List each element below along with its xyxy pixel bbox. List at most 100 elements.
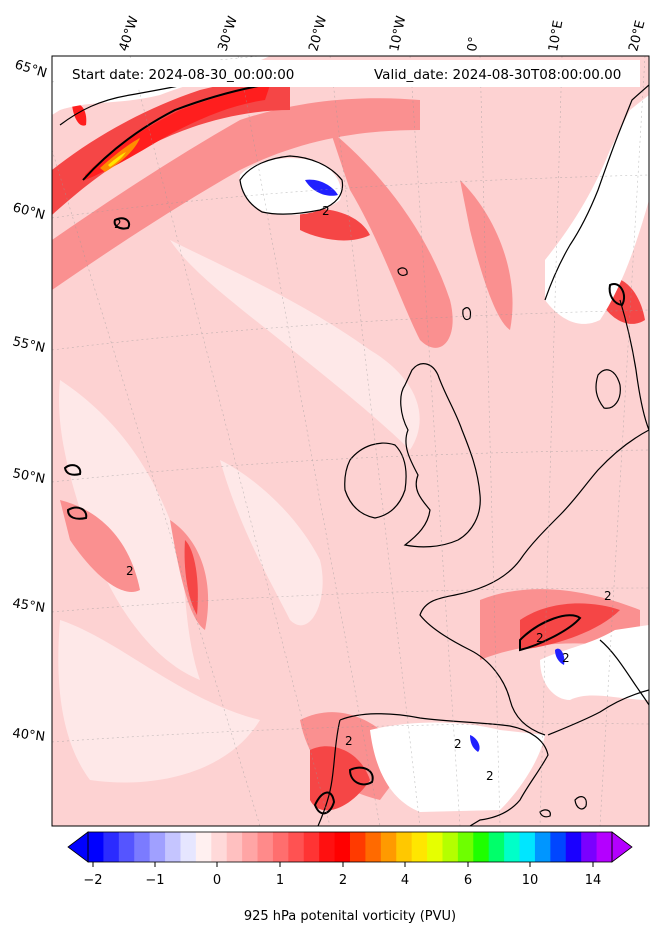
parallel-line [52,174,649,219]
pv-2-contour [313,791,336,815]
colorbar-cell [350,832,366,862]
lon-label: 40°W [117,14,142,53]
colorbar-cell [257,832,274,862]
meridian-line [237,56,381,826]
graticule [52,56,649,826]
coast-iceland [239,155,344,215]
colorbar-cell [534,832,551,862]
meridian-line [479,56,501,826]
colorbar-cell [88,832,104,862]
contour-label: 2 [536,631,544,645]
map-panel: 2 2 2 2 2 2 2 2 2 [52,56,649,826]
contour-label: 2 [345,734,353,748]
lat-label: 65°N [13,57,49,81]
contour-label: 2 [604,589,612,603]
pv-2-contour [519,614,582,652]
colorbar-label: 925 hPa potenital vorticity (PVU) [244,909,456,924]
colorbar-cell [457,832,474,862]
land-alps [540,625,649,700]
colorbar-cell [195,832,212,862]
colorbar-cell [103,832,120,862]
colorbar-cell [242,832,259,862]
coast-shetland [462,307,472,321]
colorbar-cell [211,832,228,862]
lat-label: 45°N [11,596,46,616]
lon-label: 20°E [626,19,648,53]
contour-label: 2 [114,217,122,231]
meridian-line [539,56,563,826]
colorbar-cell [180,832,197,862]
colorbar-cell [365,832,382,862]
map-frame [51,55,650,827]
coast-iberia-west [317,719,341,826]
contour-label: 2 [454,737,462,751]
pv-2-contour [63,464,82,476]
pv-2-contour [82,83,271,181]
colorbar-cell [134,832,151,862]
header-banner [56,60,640,87]
pv-2-contour [113,217,131,230]
contour-label: 2 [322,204,330,218]
pv-light-region [170,240,420,450]
land-scandinavia [545,95,649,324]
colorbar-cell [118,832,135,862]
colorbar-cells [88,832,613,862]
pv-band [330,130,453,348]
pv-light-region [58,620,260,783]
meridian-line [599,56,646,826]
colorbar-tick-label: −1 [145,873,164,888]
coast-sardinia [574,796,587,810]
lat-label: 40°N [12,726,46,745]
colorbar: −2 −1 0 1 2 4 6 10 14 925 hPa potenital … [67,831,633,924]
pv-core [85,85,270,180]
colorbar-cell [519,832,536,862]
pv-strong [300,208,370,241]
colorbar-tick-labels: −2 −1 0 1 2 4 6 10 14 [83,873,601,888]
lat-label: 50°N [11,466,46,487]
pv-2-contour [66,506,88,520]
coast-scandinavia [544,84,649,301]
colorbar-tick-label: 14 [585,873,602,888]
lon-label: 10°E [546,19,566,52]
colorbar-cell [504,832,521,862]
valid-date-label: Valid_date: 2024-08-30T08:00:00.00 [374,67,621,83]
coast-iberia [339,713,549,826]
pv-band [60,500,140,592]
colorbar-frame [87,831,613,863]
lon-label: 20°W [306,14,330,53]
pv-core [108,152,126,167]
coast-mediterranean [547,689,649,736]
coast-denmark [595,369,621,409]
start-date-label: Start date: 2024-08-30_00:00:00 [72,67,294,83]
coast-great-britain [400,363,481,548]
colorbar-cell [473,832,490,862]
lat-label: 60°N [11,200,47,223]
pv-band [460,180,513,330]
coast-sweden [619,299,649,431]
lon-label: 30°W [216,14,241,53]
pv-negative [305,179,338,196]
coast-ireland [344,442,407,519]
coastlines [59,67,649,826]
colorbar-tick-label: 4 [401,873,409,888]
pv-band [52,98,420,291]
pv-light-region [59,380,201,680]
meridian-line [409,56,461,826]
colorbar-cell [288,832,305,862]
lon-label: 0° [465,36,482,53]
contour-label: 2 [486,769,494,783]
colorbar-cell [303,832,320,862]
coast-italy [599,639,649,706]
land-iberia-plateau [370,722,545,812]
colorbar-cell [427,832,443,862]
pv-strong [184,540,198,615]
colorbar-cell [319,832,336,862]
lat-label: 55°N [11,334,46,356]
coast-faroe [397,267,408,276]
colorbar-cell [411,832,428,862]
pv-core [72,103,87,126]
coast-balearic [539,809,551,818]
contour-label: 2 [126,564,134,578]
pv-strong [52,78,290,215]
